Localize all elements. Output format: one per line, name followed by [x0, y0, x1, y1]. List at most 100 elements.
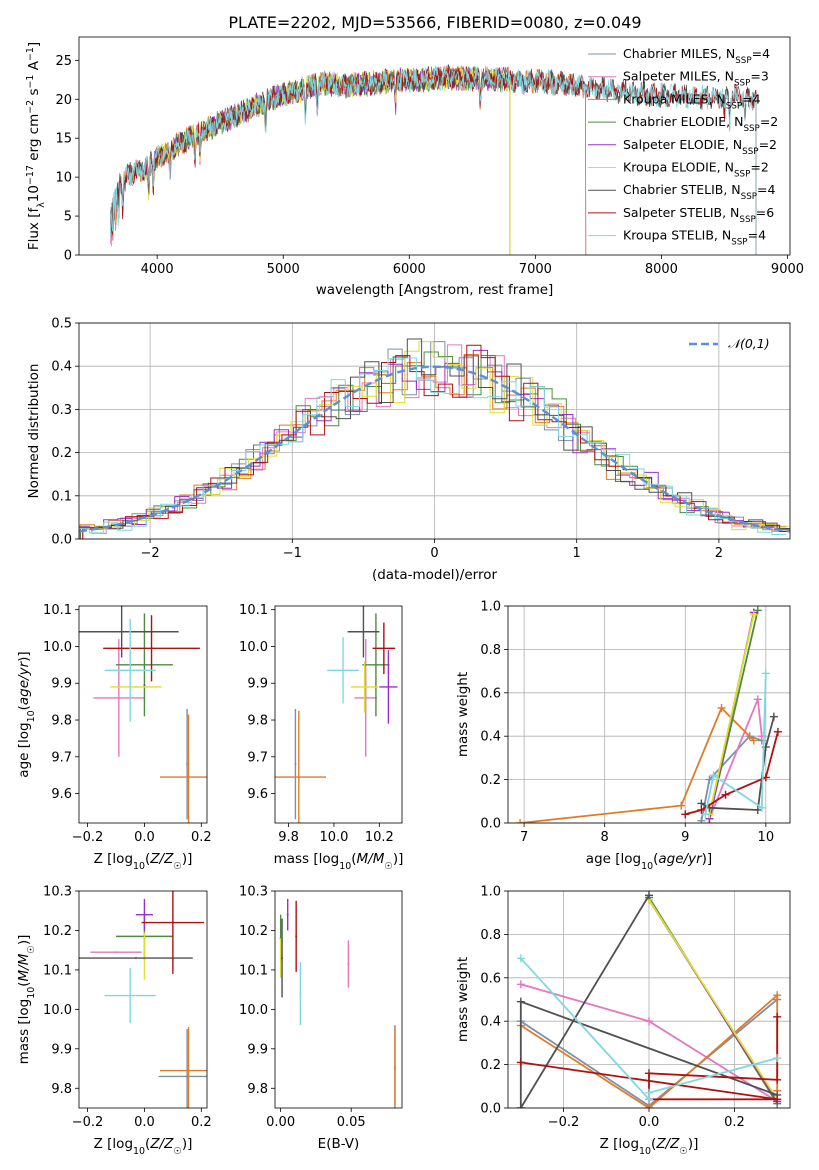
weight_vs_Z-series-salpeter-stelib: [520, 1016, 779, 1101]
mass_vs_ebv-ytick-label: 10.3: [239, 885, 268, 900]
residual-hist-normal-curve: [79, 365, 790, 533]
spectrum-xtick-label: 5000: [267, 262, 300, 277]
weight_vs_age-frame: [507, 605, 791, 824]
weight_vs_Z-marker: [645, 1017, 653, 1026]
mass_vs_Z-point: [171, 921, 174, 924]
weight_vs_age-ytick-label: 0.6: [480, 686, 501, 701]
mass_vs_ebv-xtick-label: 0.00: [266, 1115, 295, 1130]
spectrum-legend-label-part: SSP: [731, 238, 747, 248]
spectrum-legend-label: Kroupa MILES, NSSP=4: [623, 91, 761, 111]
weight_vs_age-marker: [757, 803, 766, 812]
age_vs_Z-ytick-label: 9.6: [51, 787, 72, 802]
mass_vs_Z-point: [134, 957, 137, 960]
weight_vs_Z-xlabel: Z [log10(Z/Z☉)]: [600, 1136, 699, 1157]
weight_vs_age-marker: [681, 810, 690, 819]
mass_vs_Z-xlabel-part: (: [145, 1136, 150, 1152]
weight_vs_Z-xlabel-part: 10: [639, 1146, 651, 1157]
residual_hist-plot-area: [79, 338, 790, 539]
weight_vs_Z-marker: [773, 1075, 782, 1084]
age_vs_Z-ylabel: age [log10(age/yr)]: [16, 651, 37, 777]
weight_vs_age-xlabel-part: (: [653, 851, 658, 867]
weight_vs_age-ytick-label: 0.8: [480, 643, 501, 658]
age_vs_mass-xtick-label: 10.2: [365, 830, 394, 845]
age_vs_Z-point: [117, 696, 120, 699]
weight_vs_Z-marker: [773, 1012, 782, 1021]
residual_hist-ytick-label: 0.2: [51, 446, 72, 461]
spectrum-legend-label: Salpeter ELODIE, NSSP=2: [623, 137, 777, 157]
age_vs_Z-point: [134, 685, 137, 688]
weight_vs_age-xlabel-part: age [log: [586, 851, 641, 867]
residual_hist-xtick-label: 0: [430, 546, 438, 561]
spectrum-legend-label-part: SSP: [735, 56, 751, 66]
mass_vs_ebv-ytick-label: 10.0: [239, 1003, 268, 1018]
weight_vs_Z-marker: [645, 1069, 653, 1078]
mass_vs_Z-xtick-label: 0.0: [134, 1115, 155, 1130]
age_vs_Z-point: [129, 669, 132, 672]
age_vs_mass-xlabel-part: mass [log: [274, 851, 340, 867]
weight_vs_age-xtick-label: 10: [758, 830, 775, 845]
age_vs_mass-xlabel-part: M/M: [357, 851, 385, 867]
age_vs_Z-xlabel-part: Z/Z: [149, 851, 174, 867]
weight_vs_age-ytick-label: 0.4: [480, 730, 501, 745]
weight_vs_Z-xtick-label: 0.0: [639, 1115, 660, 1130]
mass_vs_Z-point: [143, 913, 146, 916]
spectrum-series-kroupa-elodie: [144, 65, 511, 255]
mass_vs_Z-point: [186, 1075, 189, 1078]
weight_vs_Z-xtick-label: 0.2: [724, 1115, 745, 1130]
weight_vs_age-series-chabrier-miles: [700, 735, 763, 821]
age_vs_mass-plot-area: [275, 606, 398, 823]
mass_vs_Z-plot-area: [79, 891, 207, 1108]
spectrum-plot-area: [110, 64, 757, 255]
age_vs_mass-frame: [274, 605, 403, 824]
spectrum-legend-label-part: Kroupa MILES, N: [623, 91, 726, 106]
age_vs_mass-axes: 9.8 10.0 10.2 9.6 9.7 9.8 9.9 10.0 10.1 mass [log…: [239, 603, 403, 871]
mass_vs_Z-ylabel-part: )]: [16, 935, 32, 946]
spectrum-legend-label-part: Salpeter STELIB, N: [623, 205, 739, 220]
age_vs_mass-xlabel-part: 10: [339, 861, 351, 872]
weight_vs_Z-marker: [516, 980, 525, 989]
mass_vs_ebv-ytick-label: 10.2: [239, 924, 268, 939]
mass_vs_ebv-frame: [274, 890, 403, 1109]
age_vs_mass-point: [363, 685, 366, 688]
mass_vs_Z-xlabel-part: ☉: [173, 1146, 181, 1157]
age_vs_mass-xtick-label: 9.8: [278, 830, 299, 845]
spectrum-frame: [78, 36, 791, 256]
mass_vs_Z-ylabel-part: 10: [26, 987, 37, 999]
mass_vs_ebv-ytick-label: 9.9: [247, 1042, 268, 1057]
spectrum-ytick-label: 15: [55, 132, 72, 147]
weight_vs_Z-marker: [645, 891, 653, 900]
spectrum-ylabel-part: −1: [25, 47, 36, 61]
residual_hist-ytick-label: 0.1: [51, 489, 72, 504]
mass_vs_ebv-ytick-label: 10.1: [239, 963, 268, 978]
mass_vs_Z-ytick-label: 10.3: [43, 885, 72, 900]
weight_vs_age-marker: [697, 816, 706, 823]
weight_vs_Z-marker: [516, 954, 525, 963]
age_vs_mass-point: [374, 663, 377, 666]
weight_vs_Z-series-kroupa-elodie: [648, 899, 778, 1100]
weight_vs_Z-marker: [773, 1095, 782, 1104]
weight_vs_age-marker: [709, 771, 718, 780]
mass_vs_ebv-point: [286, 913, 289, 916]
mass_vs_ebv-xtick-label: 0.05: [337, 1115, 366, 1130]
weight_vs_age-plot-area: [516, 606, 782, 823]
spectrum-legend-label-part: =3: [750, 69, 768, 84]
age_vs_Z-ylabel-part: 10: [26, 710, 37, 722]
weight_vs_age-marker: [769, 712, 778, 721]
weight_vs_age-marker: [717, 703, 726, 712]
mass_vs_Z-xtick-label: 0.2: [191, 1115, 212, 1130]
residual_hist-xtick-label: 2: [715, 546, 723, 561]
mass_vs_ebv-xlabel: E(B-V): [318, 1136, 360, 1152]
weight_vs_age-series-kroupa-miles: [520, 706, 755, 823]
mass_vs_Z-ylabel-part: mass [log: [16, 999, 32, 1065]
spectrum-legend-label-part: =4: [757, 182, 775, 197]
spectrum-legend-label-part: SSP: [741, 192, 757, 202]
age_vs_Z-point: [187, 776, 190, 779]
weight_vs_age-ylabel-part: mass weight: [455, 672, 471, 757]
weight_vs_Z-ylabel-part: mass weight: [455, 957, 471, 1042]
age_vs_Z-point: [186, 763, 189, 766]
age_vs_mass-ytick-label: 9.9: [247, 677, 268, 692]
spectrum-legend-label: Salpeter STELIB, NSSP=6: [623, 205, 774, 225]
spectrum-ylabel-part: λ: [36, 202, 47, 208]
spectrum-legend-label-part: Salpeter MILES, N: [623, 69, 734, 84]
age_vs_Z-xlabel-part: 10: [133, 861, 145, 872]
